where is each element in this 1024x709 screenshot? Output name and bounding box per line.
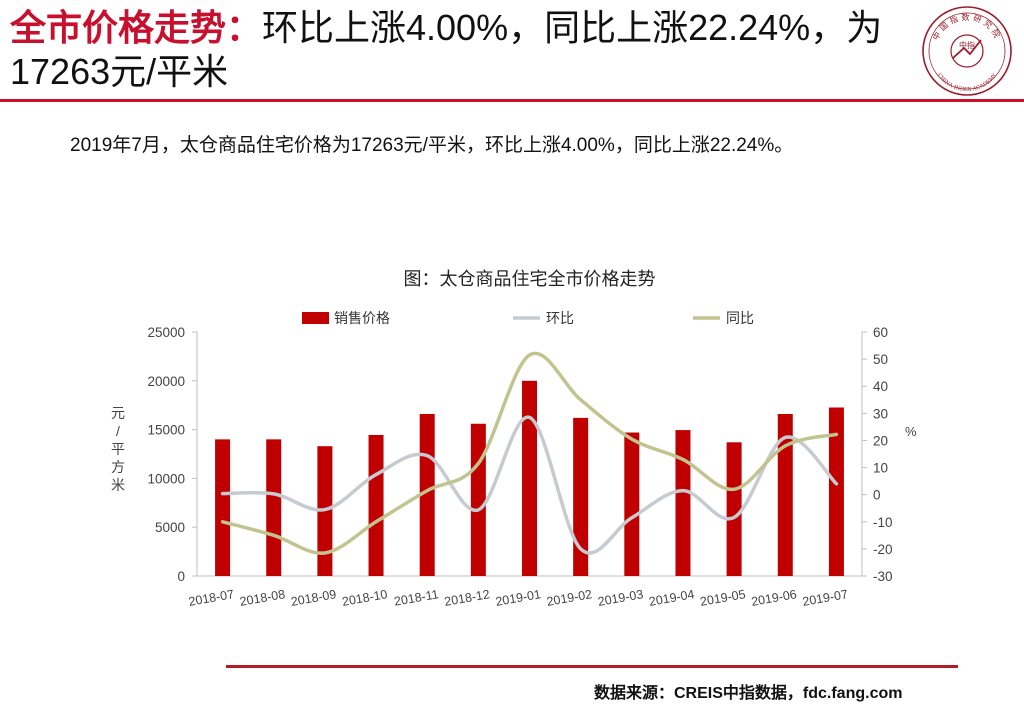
bar-2019-06: [777, 413, 793, 576]
page-title-text: 环比上涨4.00%，同比上涨22.24%，为17263元/平米: [10, 7, 883, 92]
series-line-环比: [220, 415, 839, 555]
chart-legend: 销售价格 环比 同比: [302, 310, 754, 326]
right-axis-tick-label: -20: [873, 542, 893, 557]
bar-2018-08: [266, 439, 282, 576]
bar-2019-07: [828, 407, 844, 576]
x-tick-label: 2018-08: [239, 587, 287, 609]
right-axis-label: %: [905, 424, 917, 439]
x-tick-label: 2018-09: [290, 587, 338, 609]
china-index-academy-seal-icon: [950, 34, 984, 68]
bar-2018-10: [368, 434, 384, 576]
summary-text: 2019年7月，太仓商品住宅价格为17263元/平米，环比上涨4.00%，同比上…: [70, 135, 794, 156]
bar-2019-01: [522, 380, 537, 576]
left-axis-tick-label: 0: [177, 569, 185, 584]
bar-2019-03: [624, 432, 640, 576]
x-tick-label: 2018-11: [393, 587, 440, 609]
left-axis-tick-label: 25000: [147, 325, 185, 340]
x-tick-label: 2019-05: [699, 587, 747, 609]
bar-2019-05: [726, 442, 742, 576]
legend-label: 销售价格: [334, 310, 390, 326]
right-axis-tick-label: 10: [873, 461, 888, 476]
bar-2019-02: [573, 417, 589, 576]
china-index-academy-logo: 中国指数研究院 CHINA INDEX ACADEMY 中指: [922, 6, 1012, 96]
legend-label: 环比: [546, 310, 574, 326]
data-source: 数据来源：CREIS中指数据，fdc.fang.com: [594, 685, 903, 702]
x-tick-label: 2018-10: [341, 587, 389, 609]
x-tick-label: 2019-07: [801, 587, 849, 609]
series-line-同比: [220, 351, 839, 555]
page-title: 全市价格走势：环比上涨4.00%，同比上涨22.24%，为17263元/平米: [10, 6, 910, 94]
x-tick-label: 2018-07: [187, 587, 235, 609]
right-axis-tick-label: -10: [873, 515, 893, 530]
chart-title: 图：太仓商品住宅全市价格走势: [404, 269, 656, 289]
x-tick-label: 2019-01: [494, 587, 542, 609]
x-tick-label: 2019-03: [597, 587, 645, 609]
left-axis-tick-label: 15000: [147, 423, 185, 438]
right-axis-tick-label: -30: [873, 569, 893, 584]
right-axis-tick-label: 30: [873, 406, 888, 421]
left-axis-tick-label: 5000: [155, 520, 185, 535]
bar-2018-12: [470, 423, 486, 576]
right-axis-tick-label: 20: [873, 433, 888, 448]
right-axis-tick-label: 0: [873, 488, 881, 503]
page-title-prefix: 全市价格走势：: [10, 7, 263, 48]
x-tick-label: 2018-12: [443, 587, 491, 609]
right-axis-tick-label: 40: [873, 379, 888, 394]
left-axis-tick-label: 20000: [147, 374, 185, 389]
right-axis-tick-label: 50: [873, 352, 888, 367]
left-axis-label: 元/平方米: [111, 405, 125, 493]
x-tick-label: 2019-04: [648, 587, 696, 609]
right-axis-tick-label: 60: [873, 325, 888, 340]
bar-2019-04: [675, 430, 691, 576]
x-tick-label: 2019-02: [546, 587, 594, 609]
footer-divider: [226, 665, 958, 668]
x-tick-label: 2019-06: [750, 587, 798, 609]
left-axis-tick-label: 10000: [147, 471, 185, 486]
legend-swatch-bar: [302, 312, 329, 324]
logo-center-text: 中指: [959, 40, 975, 50]
bar-2018-07: [215, 439, 231, 576]
legend-label: 同比: [726, 310, 754, 326]
title-divider: [0, 99, 1024, 102]
